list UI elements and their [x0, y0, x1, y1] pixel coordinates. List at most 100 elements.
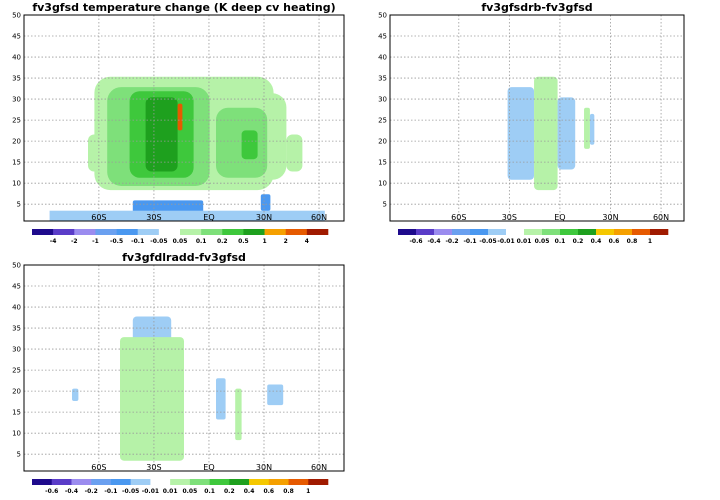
colorbar-swatch [137, 229, 160, 235]
data-field-10 [177, 103, 183, 131]
data-field-2 [534, 76, 558, 191]
colorbar-label: 4 [305, 238, 309, 245]
colorbar-swatch [264, 229, 287, 235]
y-tick-label: 45 [12, 33, 21, 41]
colorbar-swatch [180, 229, 202, 235]
colorbar-label: 1 [648, 238, 652, 245]
colorbar-swatch [398, 229, 417, 235]
colorbar-swatch [416, 229, 435, 235]
colorbar-label: -0.01 [142, 488, 159, 495]
colorbar-label: -0.05 [479, 238, 496, 245]
y-tick-label: 5 [17, 201, 21, 209]
x-tick-label: 60S [91, 463, 106, 472]
y-tick-label: 5 [17, 451, 21, 459]
data-field-8 [241, 130, 258, 160]
colorbar-label: 0.01 [517, 238, 532, 245]
plot-frame [23, 14, 345, 222]
chart-title: fv3gfdlradd-fv3gfsd [122, 251, 246, 264]
colorbar-label: 0.2 [573, 238, 584, 245]
colorbar-label: 0.1 [555, 238, 566, 245]
y-tick-label: 50 [12, 12, 21, 20]
colorbar-swatch [306, 229, 329, 235]
x-tick-label: 30S [146, 213, 161, 222]
y-tick-label: 15 [12, 409, 21, 417]
colorbar-label: -0.5 [110, 238, 123, 245]
data-field-2 [120, 337, 184, 461]
colorbar-swatch [158, 229, 181, 235]
colorbar-label: 0.1 [196, 238, 207, 245]
colorbar-swatch [130, 479, 151, 485]
colorbar-swatch [470, 229, 489, 235]
data-field-12 [49, 210, 325, 221]
y-tick-label: 5 [383, 201, 387, 209]
colorbar-label: -0.2 [85, 488, 98, 495]
plot-frame [389, 14, 685, 222]
colorbar-swatch [229, 479, 250, 485]
data-field-6 [72, 388, 79, 401]
y-tick-label: 40 [12, 54, 21, 62]
colorbar-label: -0.1 [104, 488, 117, 495]
colorbar-label: 1 [306, 488, 310, 495]
x-tick-label: 60S [91, 213, 106, 222]
colorbar-swatch [434, 229, 453, 235]
colorbar-swatch [632, 229, 651, 235]
y-tick-label: 25 [12, 117, 21, 125]
colorbar-swatch [578, 229, 597, 235]
colorbar-label: -0.05 [150, 238, 167, 245]
colorbar-label: 0.05 [535, 238, 550, 245]
y-tick-label: 10 [12, 430, 21, 438]
colorbar-swatch [110, 479, 131, 485]
colorbar-label: -0.1 [131, 238, 144, 245]
x-tick-label: 60N [653, 213, 669, 222]
x-tick-label: 60N [311, 463, 327, 472]
colorbar-label: 0.05 [173, 238, 188, 245]
colorbar-label: -4 [50, 238, 57, 245]
y-tick-label: 10 [378, 180, 387, 188]
colorbar-label: -1 [92, 238, 99, 245]
colorbar-swatch [488, 229, 507, 235]
data-field-3 [216, 378, 226, 420]
colorbar-label: 1 [262, 238, 266, 245]
chart-panel-2: fv3gfsdrb-fv3gfsd 5 10 15 20 25 30 35 40 45 50 60S 3… [378, 1, 685, 245]
data-field-13 [260, 194, 271, 211]
colorbar-swatch [560, 229, 579, 235]
x-tick-label: 30N [256, 463, 272, 472]
x-tick-label: 60N [311, 213, 327, 222]
colorbar-swatch [288, 479, 309, 485]
colorbar-swatch [150, 479, 171, 485]
data-field-4 [88, 134, 104, 172]
chart-title: fv3gfsdrb-fv3gfsd [481, 1, 592, 14]
colorbar-label: -2 [71, 238, 78, 245]
colorbar-swatch [116, 229, 139, 235]
y-tick-label: 20 [378, 138, 387, 146]
colorbar-label: 0.6 [609, 238, 620, 245]
colorbar-label: -0.01 [497, 238, 514, 245]
colorbar-swatch [542, 229, 561, 235]
colorbar-label: -0.6 [409, 238, 422, 245]
colorbar-swatch [32, 479, 53, 485]
colorbar-swatch [249, 479, 270, 485]
colorbar-swatch [506, 229, 525, 235]
y-tick-label: 20 [12, 388, 21, 396]
x-tick-label: EQ [203, 213, 214, 222]
colorbar-label: 0.1 [204, 488, 215, 495]
data-field-3 [557, 97, 576, 170]
data-field-4 [584, 107, 590, 149]
plot-frame [23, 264, 345, 472]
y-tick-label: 30 [378, 96, 387, 104]
colorbar-swatch [209, 479, 230, 485]
y-tick-label: 25 [12, 367, 21, 375]
y-tick-label: 35 [12, 325, 21, 333]
colorbar-swatch [222, 229, 244, 235]
colorbar-swatch [91, 479, 112, 485]
colorbar-label: 0.5 [238, 238, 249, 245]
x-tick-label: 30S [502, 213, 517, 222]
colorbar-label: 0.4 [591, 238, 602, 245]
data-field-9 [145, 97, 178, 172]
y-tick-label: 50 [378, 12, 387, 20]
data-field-5 [589, 113, 595, 145]
colorbar-label: -0.4 [65, 488, 78, 495]
x-tick-label: 30N [256, 213, 272, 222]
y-tick-label: 10 [12, 180, 21, 188]
